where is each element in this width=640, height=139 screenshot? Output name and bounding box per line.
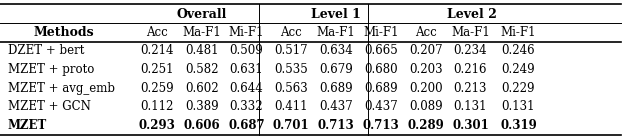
Text: Mi-F1: Mi-F1 — [228, 26, 264, 39]
Text: 0.229: 0.229 — [502, 82, 535, 95]
Text: 0.131: 0.131 — [454, 100, 487, 113]
Text: MZET + proto: MZET + proto — [8, 63, 94, 76]
Text: 0.631: 0.631 — [230, 63, 263, 76]
Text: 0.606: 0.606 — [183, 119, 220, 132]
Text: 0.517: 0.517 — [275, 44, 308, 57]
Text: Level 1: Level 1 — [311, 8, 361, 21]
Text: 0.713: 0.713 — [362, 119, 399, 132]
Text: MZET + GCN: MZET + GCN — [8, 100, 90, 113]
Text: MZET + avg_emb: MZET + avg_emb — [8, 82, 115, 95]
Text: 0.216: 0.216 — [454, 63, 487, 76]
Text: 0.207: 0.207 — [409, 44, 442, 57]
Text: Mi-F1: Mi-F1 — [363, 26, 399, 39]
Text: Acc: Acc — [146, 26, 168, 39]
Text: Ma-F1: Ma-F1 — [182, 26, 221, 39]
Text: 0.112: 0.112 — [140, 100, 173, 113]
Text: 0.200: 0.200 — [409, 82, 442, 95]
Text: 0.679: 0.679 — [319, 63, 353, 76]
Text: MZET: MZET — [8, 119, 47, 132]
Text: 0.689: 0.689 — [319, 82, 353, 95]
Text: Ma-F1: Ma-F1 — [451, 26, 490, 39]
Text: 0.481: 0.481 — [185, 44, 218, 57]
Text: Overall: Overall — [177, 8, 227, 21]
Text: 0.214: 0.214 — [140, 44, 173, 57]
Text: 0.289: 0.289 — [407, 119, 444, 132]
Text: Methods: Methods — [34, 26, 94, 39]
Text: 0.634: 0.634 — [319, 44, 353, 57]
Text: 0.089: 0.089 — [409, 100, 442, 113]
Text: Level 2: Level 2 — [447, 8, 497, 21]
Text: Acc: Acc — [415, 26, 436, 39]
Text: 0.582: 0.582 — [185, 63, 218, 76]
Text: 0.131: 0.131 — [502, 100, 535, 113]
Text: 0.680: 0.680 — [364, 63, 397, 76]
Text: 0.301: 0.301 — [452, 119, 489, 132]
Text: 0.246: 0.246 — [502, 44, 535, 57]
Text: 0.701: 0.701 — [273, 119, 310, 132]
Text: 0.249: 0.249 — [502, 63, 535, 76]
Text: 0.535: 0.535 — [275, 63, 308, 76]
Text: 0.332: 0.332 — [230, 100, 263, 113]
Text: Mi-F1: Mi-F1 — [500, 26, 536, 39]
Text: 0.203: 0.203 — [409, 63, 442, 76]
Text: Ma-F1: Ma-F1 — [317, 26, 355, 39]
Text: 0.437: 0.437 — [319, 100, 353, 113]
Text: 0.389: 0.389 — [185, 100, 218, 113]
Text: 0.234: 0.234 — [454, 44, 487, 57]
Text: 0.213: 0.213 — [454, 82, 487, 95]
Text: 0.687: 0.687 — [228, 119, 265, 132]
Text: Acc: Acc — [280, 26, 302, 39]
Text: 0.644: 0.644 — [230, 82, 263, 95]
Text: 0.509: 0.509 — [230, 44, 263, 57]
Text: 0.259: 0.259 — [140, 82, 173, 95]
Text: 0.293: 0.293 — [138, 119, 175, 132]
Text: 0.713: 0.713 — [317, 119, 355, 132]
Text: 0.437: 0.437 — [364, 100, 397, 113]
Text: 0.689: 0.689 — [364, 82, 397, 95]
Text: 0.563: 0.563 — [275, 82, 308, 95]
Text: 0.411: 0.411 — [275, 100, 308, 113]
Text: DZET + bert: DZET + bert — [8, 44, 84, 57]
Text: 0.665: 0.665 — [364, 44, 397, 57]
Text: 0.602: 0.602 — [185, 82, 218, 95]
Text: 0.251: 0.251 — [140, 63, 173, 76]
Text: 0.319: 0.319 — [500, 119, 537, 132]
